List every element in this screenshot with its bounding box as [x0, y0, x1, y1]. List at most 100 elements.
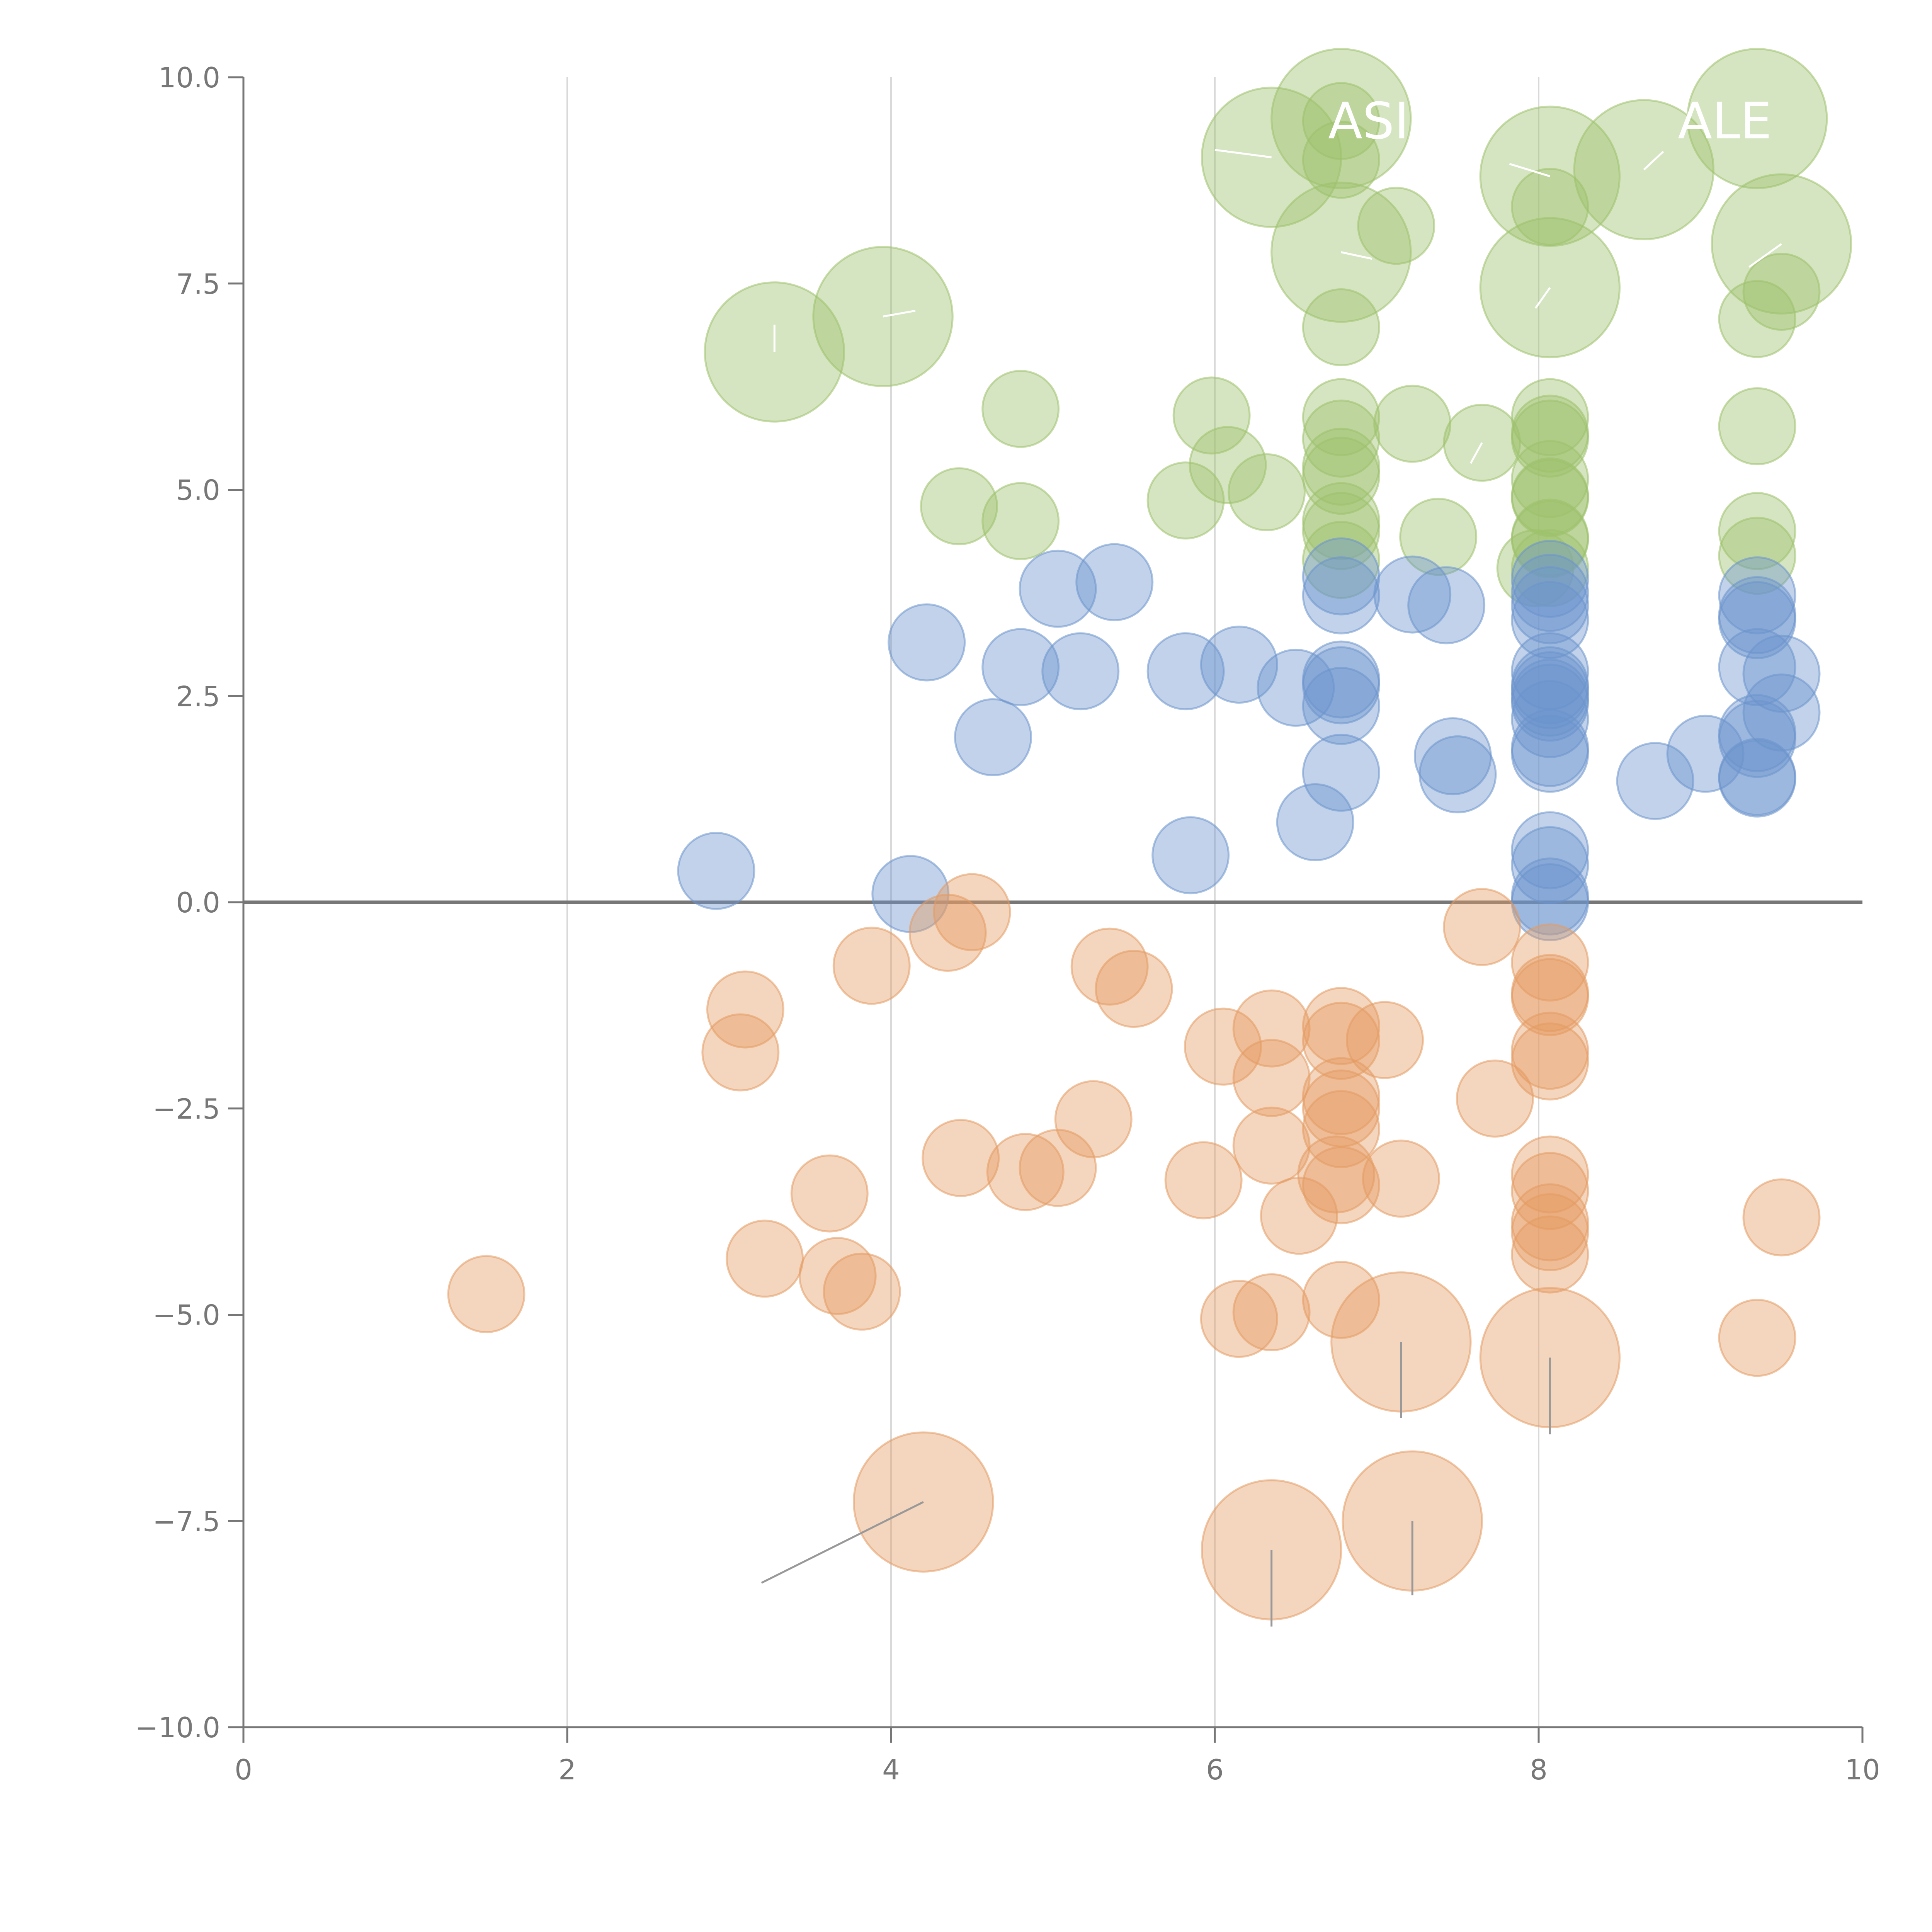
y-tick-label: −2.5 — [153, 1093, 220, 1125]
data-point-green — [1189, 426, 1267, 504]
data-point-orange — [1232, 1273, 1311, 1352]
data-point-green — [981, 370, 1060, 448]
data-point-orange — [1511, 1022, 1589, 1101]
data-point-orange — [1742, 1178, 1821, 1257]
data-point-green — [1302, 427, 1380, 506]
y-tick-label: 2.5 — [176, 680, 220, 713]
leader-line — [1534, 287, 1551, 309]
data-point-orange — [1302, 1261, 1380, 1339]
data-point-orange — [1511, 1152, 1589, 1230]
data-point-blue — [981, 628, 1060, 706]
data-point-orange — [1362, 1139, 1440, 1218]
data-point-blue — [1373, 555, 1452, 634]
data-point-orange — [1302, 1146, 1380, 1225]
data-point-blue — [1146, 632, 1225, 711]
annotation-label: ALE — [1678, 92, 1772, 150]
annotation-label: ASI — [1328, 92, 1409, 150]
x-tick-label: 4 — [882, 1753, 900, 1786]
data-point-green — [1718, 492, 1796, 570]
y-tick-label: 7.5 — [176, 268, 220, 300]
data-point-orange — [1260, 1177, 1338, 1255]
data-point-orange — [1200, 1280, 1278, 1358]
data-point-orange — [1511, 1012, 1589, 1090]
data-point-blue — [1718, 556, 1796, 634]
data-point-orange — [832, 927, 911, 1005]
data-point-green — [1718, 280, 1796, 358]
data-point-blue — [1075, 543, 1154, 621]
y-tick-label: −10.0 — [135, 1711, 220, 1744]
data-point-orange — [853, 1431, 994, 1573]
data-point-green — [1511, 168, 1589, 246]
leader-line — [1748, 243, 1782, 268]
leader-line — [1509, 163, 1551, 177]
x-tick-label: 6 — [1206, 1753, 1224, 1786]
data-point-orange — [1456, 1060, 1534, 1138]
data-point-green — [1228, 453, 1306, 531]
leader-line — [883, 310, 916, 318]
data-point-orange — [1095, 950, 1173, 1028]
data-point-blue — [677, 832, 755, 910]
data-point-orange — [790, 1154, 869, 1233]
leader-lines — [761, 149, 1782, 1627]
data-point-orange — [706, 970, 784, 1049]
data-point-blue — [1302, 646, 1380, 724]
data-point-blue — [954, 698, 1032, 776]
data-point-green — [1302, 437, 1380, 515]
data-point-blue — [1276, 783, 1354, 861]
data-point-orange — [1232, 1106, 1311, 1185]
data-point-orange — [908, 894, 987, 972]
data-point-blue — [1742, 673, 1821, 752]
data-point-blue — [1511, 714, 1589, 793]
data-point-green — [1302, 492, 1380, 570]
leader-line — [1214, 149, 1272, 158]
data-point-blue — [1718, 581, 1796, 659]
data-point-blue — [1019, 549, 1097, 628]
data-point-orange — [726, 1219, 804, 1298]
y-tick-label: 5.0 — [176, 474, 220, 507]
data-point-orange — [798, 1237, 877, 1315]
data-point-orange — [1718, 1299, 1796, 1377]
y-tick-label: −5.0 — [153, 1299, 220, 1332]
data-point-blue — [1407, 566, 1486, 645]
data-point-blue — [1718, 739, 1796, 818]
leader-line — [1341, 251, 1372, 260]
data-point-blue — [1616, 742, 1694, 820]
y-tick-label: 10.0 — [158, 61, 220, 94]
data-point-orange — [1511, 923, 1589, 1002]
data-point-green — [1686, 48, 1828, 189]
data-point-blue — [1511, 680, 1589, 758]
axes: 10.0 7.5 5.0 2.5 0.0 −2.5 −5.0 −7.5 −10.0 0 2 4 6 8 10 — [135, 61, 1880, 1786]
data-point-green — [1399, 498, 1478, 576]
leader-line — [1643, 151, 1664, 170]
data-point-orange — [1302, 1057, 1380, 1135]
data-point-orange — [1070, 927, 1149, 1006]
data-point-orange — [933, 873, 1011, 951]
data-point-green — [1511, 459, 1589, 537]
data-point-green — [1146, 461, 1225, 540]
data-point-blue — [888, 603, 966, 682]
x-tick-label: 0 — [235, 1753, 252, 1786]
data-point-orange — [701, 1013, 780, 1092]
data-point-orange — [1019, 1129, 1097, 1207]
data-point-orange — [1511, 958, 1589, 1036]
data-point-green — [1718, 387, 1796, 466]
data-point-orange — [1345, 1001, 1424, 1079]
data-point-orange — [823, 1252, 901, 1331]
data-point-green — [1302, 288, 1380, 366]
data-point-orange — [1164, 1141, 1243, 1219]
data-point-blue — [1302, 667, 1380, 745]
x-tick-label: 2 — [558, 1753, 576, 1786]
data-point-green — [1270, 48, 1412, 189]
data-point-orange — [1302, 1002, 1380, 1080]
data-point-orange — [1232, 989, 1311, 1068]
data-point-blue — [1302, 556, 1380, 634]
data-point-green — [1373, 384, 1452, 463]
x-tick-label: 8 — [1530, 1753, 1548, 1786]
x-tick-label: 10 — [1845, 1753, 1880, 1786]
leader-line — [761, 1501, 924, 1584]
data-point-orange — [1232, 1039, 1311, 1117]
data-point-blue — [1041, 632, 1120, 711]
data-point-orange — [1511, 1183, 1589, 1262]
